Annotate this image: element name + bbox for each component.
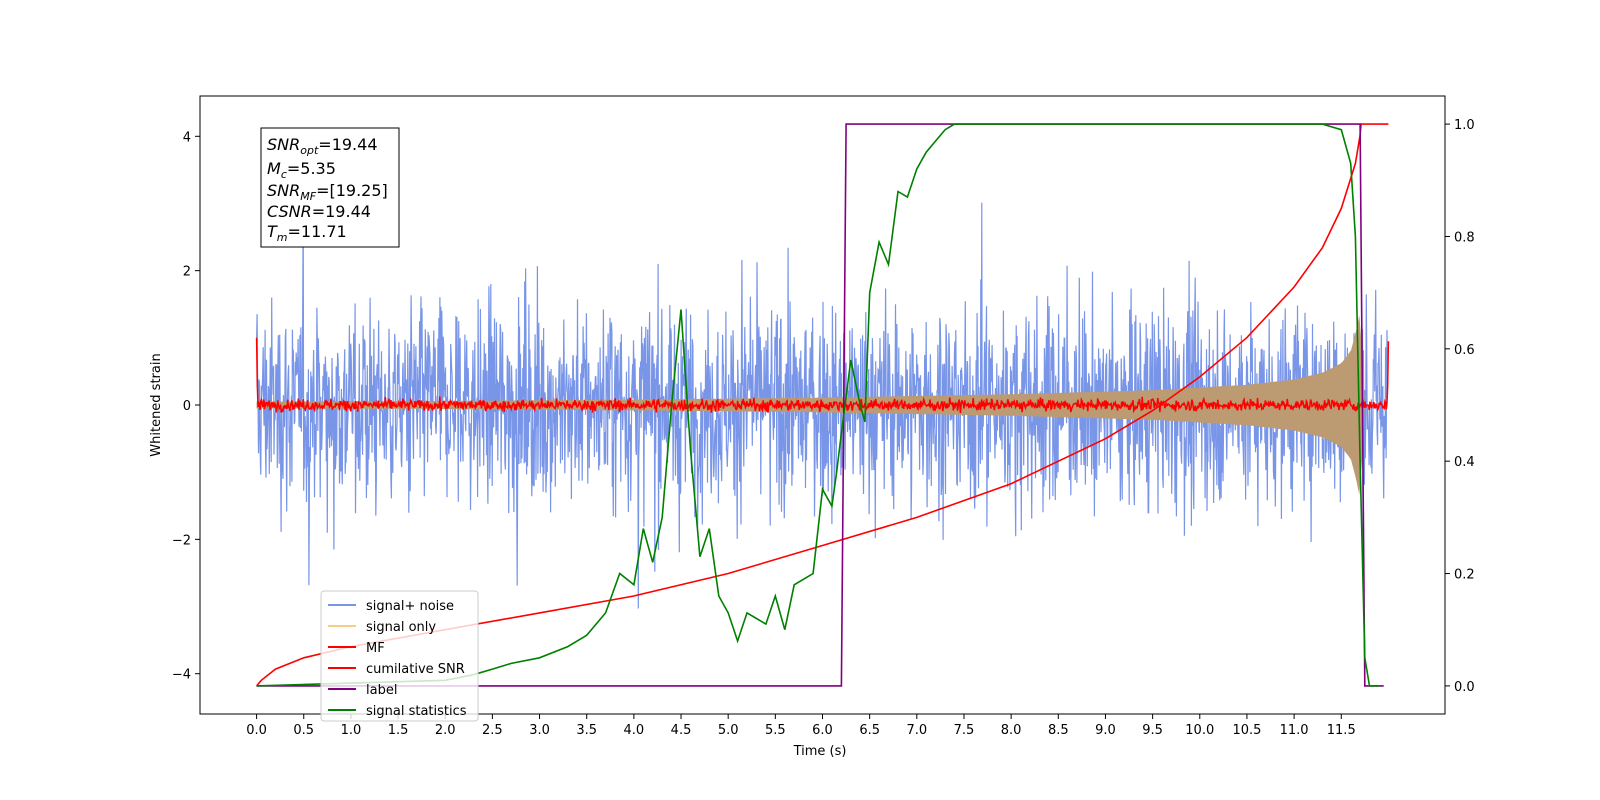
x-tick-label: 8.0	[1001, 723, 1022, 738]
x-tick-label: 0.0	[246, 723, 267, 738]
legend-label: MF	[366, 641, 385, 656]
x-tick-label: 3.0	[529, 723, 550, 738]
y2-tick-label: 1.0	[1454, 118, 1475, 133]
y-tick-label: 2	[183, 265, 191, 280]
y2-tick-label: 0.2	[1454, 568, 1475, 583]
x-tick-label: 8.5	[1048, 723, 1069, 738]
legend-label: signal only	[366, 620, 436, 635]
legend-label: cumilative SNR	[366, 662, 465, 677]
x-tick-label: 6.5	[859, 723, 880, 738]
annotation-snr-mf: SNRMF=[19.25]	[267, 181, 388, 203]
annotation-mc: Mc=5.35	[267, 159, 336, 181]
x-tick-label: 2.5	[482, 723, 503, 738]
annotation-csnr: CSNR=19.44	[267, 202, 371, 221]
y-tick-label: 0	[183, 399, 191, 414]
x-tick-label: 11.0	[1280, 723, 1309, 738]
x-tick-label: 6.0	[812, 723, 833, 738]
y-axis-label: Whitened strain	[149, 353, 164, 456]
y2-tick-label: 0.6	[1454, 343, 1475, 358]
x-tick-label: 5.0	[718, 723, 739, 738]
y-axis: 4 2 0 −2 −4	[172, 130, 200, 683]
y-tick-label: −2	[172, 533, 191, 548]
series-signal-plus-noise	[256, 202, 1389, 609]
series-signal-statistics	[256, 123, 1379, 687]
annotation-snr-opt: SNRopt=19.44	[267, 135, 378, 157]
legend-label: signal+ noise	[366, 599, 454, 614]
x-tick-label: 2.0	[435, 723, 456, 738]
x-axis-label: Time (s)	[793, 744, 847, 759]
y-tick-label: 4	[183, 130, 191, 145]
legend-label: label	[366, 683, 397, 698]
annotation-tm: Tm=11.71	[267, 222, 347, 244]
y2-axis: 1.0 0.8 0.6 0.4 0.2 0.0	[1445, 118, 1475, 695]
legend: signal+ noise signal only MF cumilative SNR…	[320, 590, 479, 722]
y2-tick-label: 0.4	[1454, 455, 1475, 470]
x-tick-label: 10.0	[1185, 723, 1214, 738]
annotation-box: SNRopt=19.44 Mc=5.35 SNRMF=[19.25] CSNR=…	[260, 127, 400, 248]
legend-box	[320, 590, 479, 722]
x-tick-label: 0.5	[293, 723, 314, 738]
x-tick-label: 1.5	[388, 723, 409, 738]
y2-tick-label: 0.8	[1454, 230, 1475, 245]
y2-tick-label: 0.0	[1454, 680, 1475, 695]
x-tick-label: 9.0	[1095, 723, 1116, 738]
x-tick-label: 9.5	[1142, 723, 1163, 738]
x-tick-label: 7.5	[954, 723, 975, 738]
legend-label: signal statistics	[366, 704, 467, 719]
x-tick-label: 4.0	[624, 723, 645, 738]
x-tick-label: 4.5	[671, 723, 692, 738]
x-tick-label: 7.0	[906, 723, 927, 738]
x-axis: 0.0 0.5 1.0 1.5 2.0 2.5 3.0 3.5 4.0 4.5 5.0 5.5 6.0 6…	[246, 714, 1356, 738]
x-tick-label: 5.5	[765, 723, 786, 738]
x-tick-label: 1.0	[341, 723, 362, 738]
x-tick-label: 3.5	[576, 723, 597, 738]
x-tick-label: 11.5	[1327, 723, 1356, 738]
y-tick-label: −4	[172, 668, 191, 683]
series-mf	[255, 337, 1390, 414]
x-tick-label: 10.5	[1232, 723, 1261, 738]
